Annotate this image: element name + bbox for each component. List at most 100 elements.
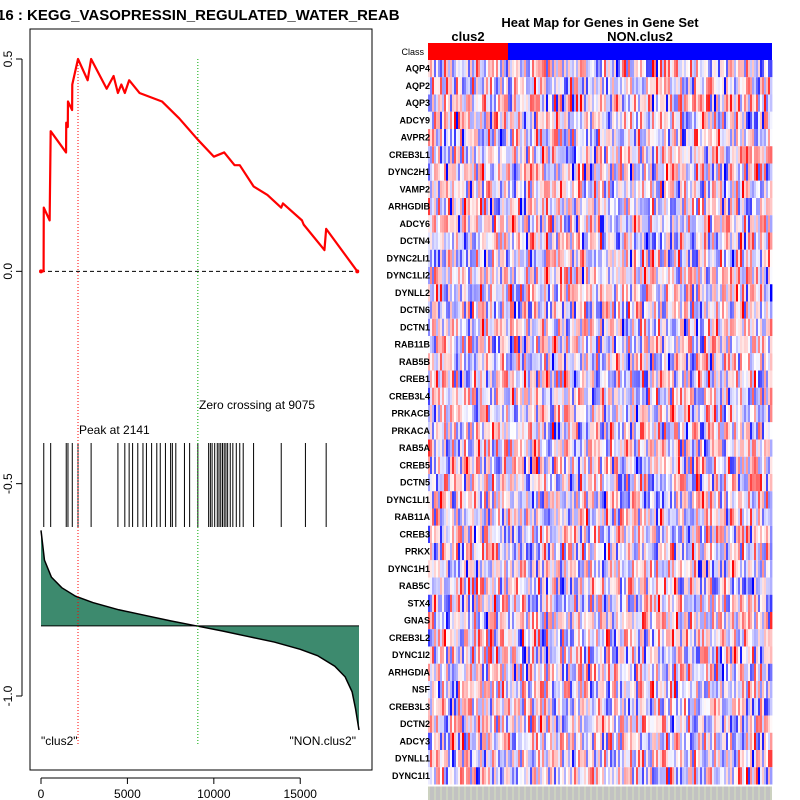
- heatmap-cell: [678, 163, 681, 181]
- heatmap-cell: [576, 77, 579, 95]
- heatmap-cell: [492, 94, 495, 112]
- heatmap-cell: [630, 60, 633, 78]
- heatmap-cell: [688, 163, 691, 181]
- heatmap-cell: [672, 387, 675, 405]
- heatmap-cell: [602, 249, 605, 267]
- heatmap-cell: [526, 491, 529, 509]
- heatmap-cell: [702, 267, 705, 285]
- heatmap-cell: [586, 301, 589, 319]
- heatmap-cell: [764, 163, 767, 181]
- heatmap-cell: [538, 198, 541, 216]
- heatmap-cell: [570, 405, 573, 423]
- heatmap-cell: [590, 525, 593, 543]
- heatmap-cell: [678, 267, 681, 285]
- heatmap-cell: [540, 267, 543, 285]
- heatmap-cell: [504, 405, 507, 423]
- heatmap-cell: [556, 405, 559, 423]
- heatmap-cell: [610, 336, 613, 354]
- heatmap-cell: [506, 491, 509, 509]
- heatmap-cell: [650, 249, 653, 267]
- heatmap-cell: [624, 180, 627, 198]
- heatmap-cell: [446, 491, 449, 509]
- heatmap-cell: [654, 525, 657, 543]
- heatmap-cell: [554, 146, 557, 164]
- heatmap-cell: [494, 60, 497, 78]
- heatmap-cell: [706, 215, 709, 233]
- heatmap-cell: [750, 491, 753, 509]
- heatmap-row: [428, 267, 773, 285]
- heatmap-cell: [568, 198, 571, 216]
- heatmap-cell: [726, 301, 729, 319]
- heatmap-cell: [762, 318, 765, 336]
- heatmap-cell: [590, 456, 593, 474]
- heatmap-cell: [610, 491, 613, 509]
- heatmap-cell: [574, 180, 577, 198]
- heatmap-cell: [730, 163, 733, 181]
- heatmap-cell: [706, 318, 709, 336]
- heatmap-cell: [506, 474, 509, 492]
- heatmap-cell: [438, 232, 441, 250]
- heatmap-cell: [482, 422, 485, 440]
- heatmap-cell: [612, 370, 615, 388]
- heatmap-cell: [676, 249, 679, 267]
- heatmap-cell: [640, 439, 643, 457]
- heatmap-cell: [704, 456, 707, 474]
- heatmap-cell: [590, 111, 593, 129]
- heatmap-cell: [734, 422, 737, 440]
- heatmap-cell: [536, 163, 539, 181]
- heatmap-cell: [582, 405, 585, 423]
- heatmap-cell: [562, 77, 565, 95]
- heatmap-cell: [492, 422, 495, 440]
- heatmap-cell: [704, 387, 707, 405]
- enrichment-plot-frame: [29, 28, 373, 771]
- heatmap-cell: [528, 163, 531, 181]
- heatmap-cell: [618, 508, 621, 526]
- heatmap-cell: [524, 474, 527, 492]
- heatmap-cell: [562, 163, 565, 181]
- heatmap-cell: [768, 163, 771, 181]
- heatmap-cell: [506, 543, 509, 561]
- heatmap-cell: [510, 474, 513, 492]
- heatmap-cell: [740, 249, 743, 267]
- heatmap-cell: [640, 387, 643, 405]
- heatmap-cell: [582, 249, 585, 267]
- heatmap-cell: [642, 94, 645, 112]
- heatmap-cell: [620, 456, 623, 474]
- heatmap-cell: [762, 232, 765, 250]
- heatmap-cell: [758, 456, 761, 474]
- heatmap-cell: [576, 146, 579, 164]
- heatmap-cell: [622, 232, 625, 250]
- heatmap-cell: [534, 215, 537, 233]
- heatmap-cell: [550, 94, 553, 112]
- x-tick-label: 0: [38, 787, 45, 800]
- heatmap-cell: [444, 543, 447, 561]
- heatmap-cell: [434, 353, 437, 371]
- heatmap-cell: [706, 267, 709, 285]
- heatmap-cell: [452, 180, 455, 198]
- heatmap-cell: [452, 146, 455, 164]
- heatmap-cell: [570, 163, 573, 181]
- heatmap-cell: [506, 198, 509, 216]
- heatmap-cell: [570, 318, 573, 336]
- heatmap-cell: [432, 111, 435, 129]
- heatmap-cell: [682, 405, 685, 423]
- heatmap-cell: [506, 129, 509, 147]
- heatmap-cell: [498, 111, 501, 129]
- heatmap-cell: [682, 474, 685, 492]
- heatmap-cell: [636, 508, 639, 526]
- heatmap-cell: [456, 439, 459, 457]
- heatmap-cell: [602, 60, 605, 78]
- heatmap-cell: [666, 456, 669, 474]
- heatmap-cell: [552, 508, 555, 526]
- heatmap-cell: [434, 491, 437, 509]
- heatmap-cell: [602, 111, 605, 129]
- heatmap-cell: [494, 439, 497, 457]
- heatmap-cell: [678, 405, 681, 423]
- heatmap-cell: [548, 439, 551, 457]
- heatmap-cell: [694, 405, 697, 423]
- heatmap-cell: [446, 267, 449, 285]
- heatmap-cell: [430, 405, 433, 423]
- heatmap-cell: [474, 422, 477, 440]
- heatmap-cell: [632, 215, 635, 233]
- heatmap-cell: [498, 249, 501, 267]
